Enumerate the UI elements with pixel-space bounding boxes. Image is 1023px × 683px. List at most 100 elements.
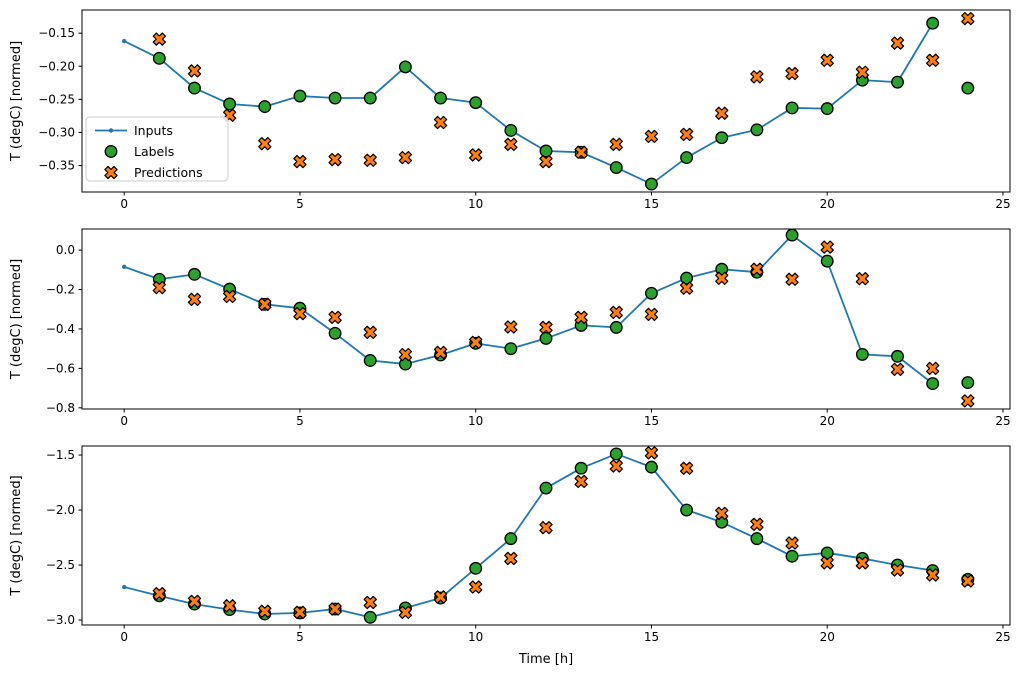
labels-circle-marker [504,532,518,546]
labels-circle-marker [645,286,658,300]
inputs-point-marker [121,584,127,590]
inputs-series [121,451,935,620]
y-tick-label: −0.2 [46,283,75,297]
predictions-series [152,240,975,408]
labels-circle-marker [609,320,623,334]
predictions-x-marker [609,459,623,473]
predictions-x-marker [328,602,342,616]
x-axis-label: Time [h] [518,652,573,667]
x-tick-label: 25 [995,630,1010,644]
labels-circle-marker [891,75,904,89]
labels-circle-marker [891,349,904,363]
predictions-x-marker [504,551,518,566]
labels-circle-marker [926,377,940,391]
labels-circle-marker [152,51,166,65]
labels-circle-marker [363,91,377,105]
predictions-x-marker [820,240,834,254]
predictions-x-marker [504,137,518,152]
y-tick-label: 0.0 [56,243,75,257]
x-tick-label: 0 [120,414,128,428]
predictions-x-marker [187,292,202,307]
x-tick-label: 10 [468,414,483,428]
labels-circle-marker [820,102,834,116]
y-tick-label: −0.4 [46,322,75,336]
labels-circle-marker [680,271,694,285]
y-tick-label: −0.25 [38,92,75,106]
labels-circle-marker [680,151,694,165]
predictions-x-marker [293,605,307,620]
y-tick-label: −0.8 [46,401,75,415]
predictions-x-marker [328,152,342,167]
predictions-x-marker [187,64,202,78]
subplot-3: 0 5 10 15 20 25 −1.5 −2.0 −2.5 −3.0 T (degC) [norm… [9,445,1011,667]
x-axis: 0 5 10 15 20 25 [120,192,1011,211]
predictions-x-marker [961,11,975,26]
predictions-series [152,446,975,620]
x-axis: 0 5 10 15 20 25 [120,625,1011,644]
labels-circle-marker [855,347,869,361]
labels-circle-marker [645,177,658,191]
legend: Inputs Labels Predictions [85,116,229,182]
predictions-x-marker [715,106,729,120]
axes-frame [81,445,1011,626]
predictions-x-marker [750,517,764,532]
subplot-2: 0 5 10 15 20 25 0.0 −0.2 −0.4 −0.6 −0.8 T (degC) [n… [9,228,1011,428]
predictions-x-marker [539,320,553,335]
x-tick-label: 0 [120,630,128,644]
predictions-x-marker [715,271,729,285]
predictions-x-marker [644,307,659,322]
predictions-x-marker [750,262,764,276]
labels-circle-marker [328,91,342,105]
labels-circle-marker [504,342,518,356]
labels-circle-marker [293,89,307,103]
inputs-line [123,22,934,185]
predictions-x-marker [539,154,553,169]
predictions-x-marker [328,310,342,325]
x-tick-label: 20 [820,197,835,211]
legend-box [85,116,229,182]
legend-dot-sample [108,128,114,133]
y-tick-label: −0.30 [38,125,75,139]
inputs-series [121,21,935,187]
inputs-point-marker [121,38,127,44]
inputs-series [121,232,935,386]
legend-label: Labels [134,144,174,159]
predictions-x-marker [855,556,870,570]
predictions-x-marker [258,137,272,151]
labels-circle-marker [469,96,483,110]
predictions-x-marker [469,580,483,594]
predictions-x-marker [961,394,975,408]
predictions-x-marker [469,335,483,350]
labels-circle-marker [961,81,975,95]
predictions-x-marker [433,345,448,360]
predictions-x-marker [187,594,202,609]
predictions-x-marker [890,563,905,577]
predictions-x-marker [609,305,623,320]
labels-circle-marker [785,228,799,242]
y-tick-label: −0.6 [46,361,75,375]
labels-circle-marker [645,460,658,474]
predictions-x-marker [679,461,694,475]
predictions-x-marker [398,150,413,165]
labels-circle-marker [188,267,201,281]
x-tick-label: 25 [995,414,1010,428]
predictions-x-marker [785,272,799,286]
labels-circle-marker [926,16,940,30]
labels-series [152,447,975,624]
labels-circle-marker [574,461,588,475]
predictions-x-marker [222,289,237,304]
labels-circle-marker [715,131,729,145]
predictions-x-marker [679,127,694,142]
predictions-x-marker [152,280,167,295]
predictions-x-marker [855,272,870,286]
predictions-x-marker [504,320,518,334]
x-tick-label: 5 [296,414,304,428]
x-tick-label: 20 [820,630,835,644]
predictions-x-marker [398,347,413,362]
x-tick-label: 15 [644,630,659,644]
predictions-x-marker [785,536,799,550]
x-tick-label: 0 [120,197,128,211]
predictions-x-marker [715,506,729,521]
y-axis: −0.15 −0.20 −0.25 −0.30 −0.35 [38,26,82,173]
predictions-x-marker [363,153,377,167]
